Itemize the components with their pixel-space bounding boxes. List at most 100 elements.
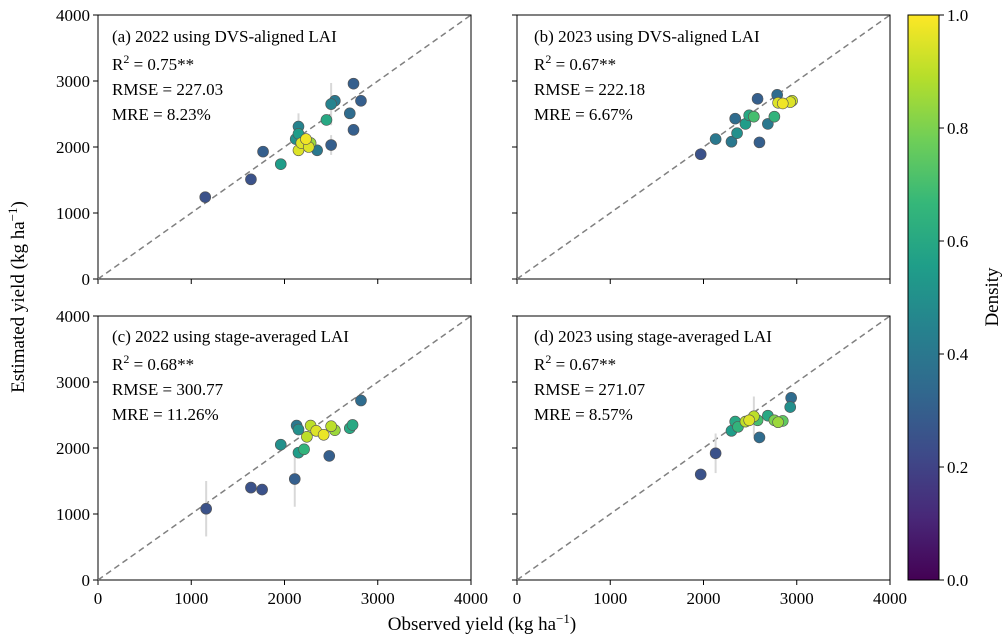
y-tick-label: 4000 bbox=[56, 307, 90, 326]
x-tick-label: 4000 bbox=[454, 589, 488, 608]
y-tick-label: 4000 bbox=[56, 6, 90, 25]
data-point bbox=[762, 118, 774, 130]
colorbar-tick-label: 0.8 bbox=[947, 119, 968, 138]
y-tick-label: 0 bbox=[82, 270, 91, 289]
x-tick-label: 2000 bbox=[268, 589, 302, 608]
data-point bbox=[768, 110, 781, 123]
x-tick-label: 3000 bbox=[780, 589, 814, 608]
panel-b-rmse: RMSE = 222.18 bbox=[534, 80, 645, 99]
colorbar: 0.0 0.2 0.4 0.6 0.8 1.0 Density bbox=[907, 6, 1003, 590]
x-axis-label: Observed yield (kg ha−1) bbox=[388, 611, 576, 635]
data-point bbox=[199, 191, 212, 203]
panel-c-points bbox=[200, 394, 367, 515]
data-point bbox=[743, 414, 755, 427]
panel-c-r2: R2 = 0.68** bbox=[112, 352, 194, 374]
data-point bbox=[731, 127, 743, 139]
colorbar-tick-label: 0.6 bbox=[947, 232, 968, 251]
panel-c-title: (c) 2022 using stage-averaged LAI bbox=[112, 327, 349, 346]
data-point bbox=[753, 431, 766, 444]
y-axis-label: Estimated yield (kg ha−1) bbox=[5, 201, 29, 393]
colorbar-tick-label: 0.0 bbox=[947, 571, 968, 590]
data-point bbox=[694, 148, 707, 161]
panel-d-reference-line bbox=[516, 315, 891, 581]
x-tick-label: 1000 bbox=[593, 589, 627, 608]
data-point bbox=[355, 95, 367, 107]
panel-a-r2: R2 = 0.75** bbox=[112, 52, 194, 74]
data-point bbox=[709, 447, 722, 460]
panel-b-r2: R2 = 0.67** bbox=[534, 52, 616, 74]
y-tick-label: 2000 bbox=[56, 138, 90, 157]
colorbar-tick-label: 0.2 bbox=[947, 458, 968, 477]
data-point bbox=[274, 438, 287, 451]
panel-a-rmse: RMSE = 227.03 bbox=[112, 80, 223, 99]
data-point bbox=[200, 502, 212, 515]
data-point bbox=[346, 419, 359, 431]
y-tick-label: 1000 bbox=[56, 204, 90, 223]
y-tick-label: 3000 bbox=[56, 72, 90, 91]
data-point bbox=[298, 443, 310, 456]
panel-a-points bbox=[199, 77, 367, 203]
data-point bbox=[325, 98, 337, 110]
colorbar-tick-label: 0.4 bbox=[947, 345, 969, 364]
y-tick-label: 0 bbox=[82, 571, 91, 590]
panel-b-points bbox=[694, 89, 798, 161]
data-point bbox=[288, 473, 301, 485]
panel-d-r2: R2 = 0.67** bbox=[534, 352, 616, 374]
data-point bbox=[343, 107, 356, 120]
panel-c-rmse: RMSE = 300.77 bbox=[112, 380, 224, 399]
data-point bbox=[300, 133, 312, 145]
x-tick-label: 0 bbox=[94, 589, 103, 608]
panel-c-ticks: 0 1000 2000 3000 4000 0 1000 2000 3000 4000 bbox=[56, 307, 488, 608]
panel-b-title: (b) 2023 using DVS-aligned LAI bbox=[534, 27, 760, 46]
panel-a-ticks: 0 1000 2000 3000 4000 bbox=[56, 6, 472, 289]
x-tick-label: 1000 bbox=[174, 589, 208, 608]
data-point bbox=[301, 430, 313, 443]
data-point bbox=[325, 139, 337, 151]
panel-c-reference-line bbox=[97, 315, 472, 581]
data-point bbox=[347, 77, 360, 90]
data-point bbox=[772, 416, 784, 429]
data-point bbox=[725, 135, 738, 148]
panel-a: 0 1000 2000 3000 4000 (a) 2022 using DVS-ali… bbox=[56, 6, 472, 289]
data-point bbox=[753, 136, 766, 149]
colorbar-ticks: 0.0 0.2 0.4 0.6 0.8 1.0 bbox=[939, 6, 969, 590]
panel-d: 0 1000 2000 3000 4000 (d) 2023 using stage-a… bbox=[512, 315, 907, 608]
data-point bbox=[709, 133, 722, 145]
panel-c-error-bars bbox=[205, 451, 296, 537]
panel-d-ticks: 0 1000 2000 3000 4000 bbox=[512, 315, 907, 608]
data-point bbox=[257, 145, 269, 158]
panel-c: 0 1000 2000 3000 4000 0 1000 2000 3000 4000 (c) 2… bbox=[56, 307, 488, 608]
data-point bbox=[256, 483, 268, 496]
y-tick-label: 3000 bbox=[56, 373, 90, 392]
x-tick-label: 2000 bbox=[687, 589, 721, 608]
data-point bbox=[694, 468, 707, 481]
data-point bbox=[317, 428, 330, 441]
panel-d-title: (d) 2023 using stage-averaged LAI bbox=[534, 327, 772, 346]
panel-d-points bbox=[694, 392, 797, 481]
colorbar-tick-label: 1.0 bbox=[947, 6, 968, 25]
data-point bbox=[274, 158, 287, 170]
data-point bbox=[325, 420, 337, 433]
data-point bbox=[748, 110, 760, 123]
colorbar-label: Density bbox=[982, 267, 1003, 327]
data-point bbox=[245, 173, 257, 186]
colorbar-gradient bbox=[907, 14, 940, 581]
data-point bbox=[784, 401, 797, 413]
panel-a-title: (a) 2022 using DVS-aligned LAI bbox=[112, 27, 337, 46]
y-tick-label: 1000 bbox=[56, 505, 90, 524]
panel-b: (b) 2023 using DVS-aligned LAI R2 = 0.67… bbox=[512, 14, 891, 284]
data-point bbox=[323, 450, 336, 462]
panel-d-mre: MRE = 8.57% bbox=[534, 405, 633, 424]
data-point bbox=[292, 423, 305, 436]
panel-b-reference-line bbox=[516, 14, 891, 280]
data-point bbox=[245, 481, 257, 494]
data-point bbox=[355, 394, 367, 407]
panel-b-ticks bbox=[512, 14, 891, 284]
panel-c-mre: MRE = 11.26% bbox=[112, 405, 219, 424]
x-tick-label: 0 bbox=[513, 589, 522, 608]
data-point bbox=[751, 93, 764, 105]
x-tick-label: 4000 bbox=[873, 589, 907, 608]
x-tick-label: 3000 bbox=[361, 589, 395, 608]
data-point bbox=[729, 112, 742, 125]
